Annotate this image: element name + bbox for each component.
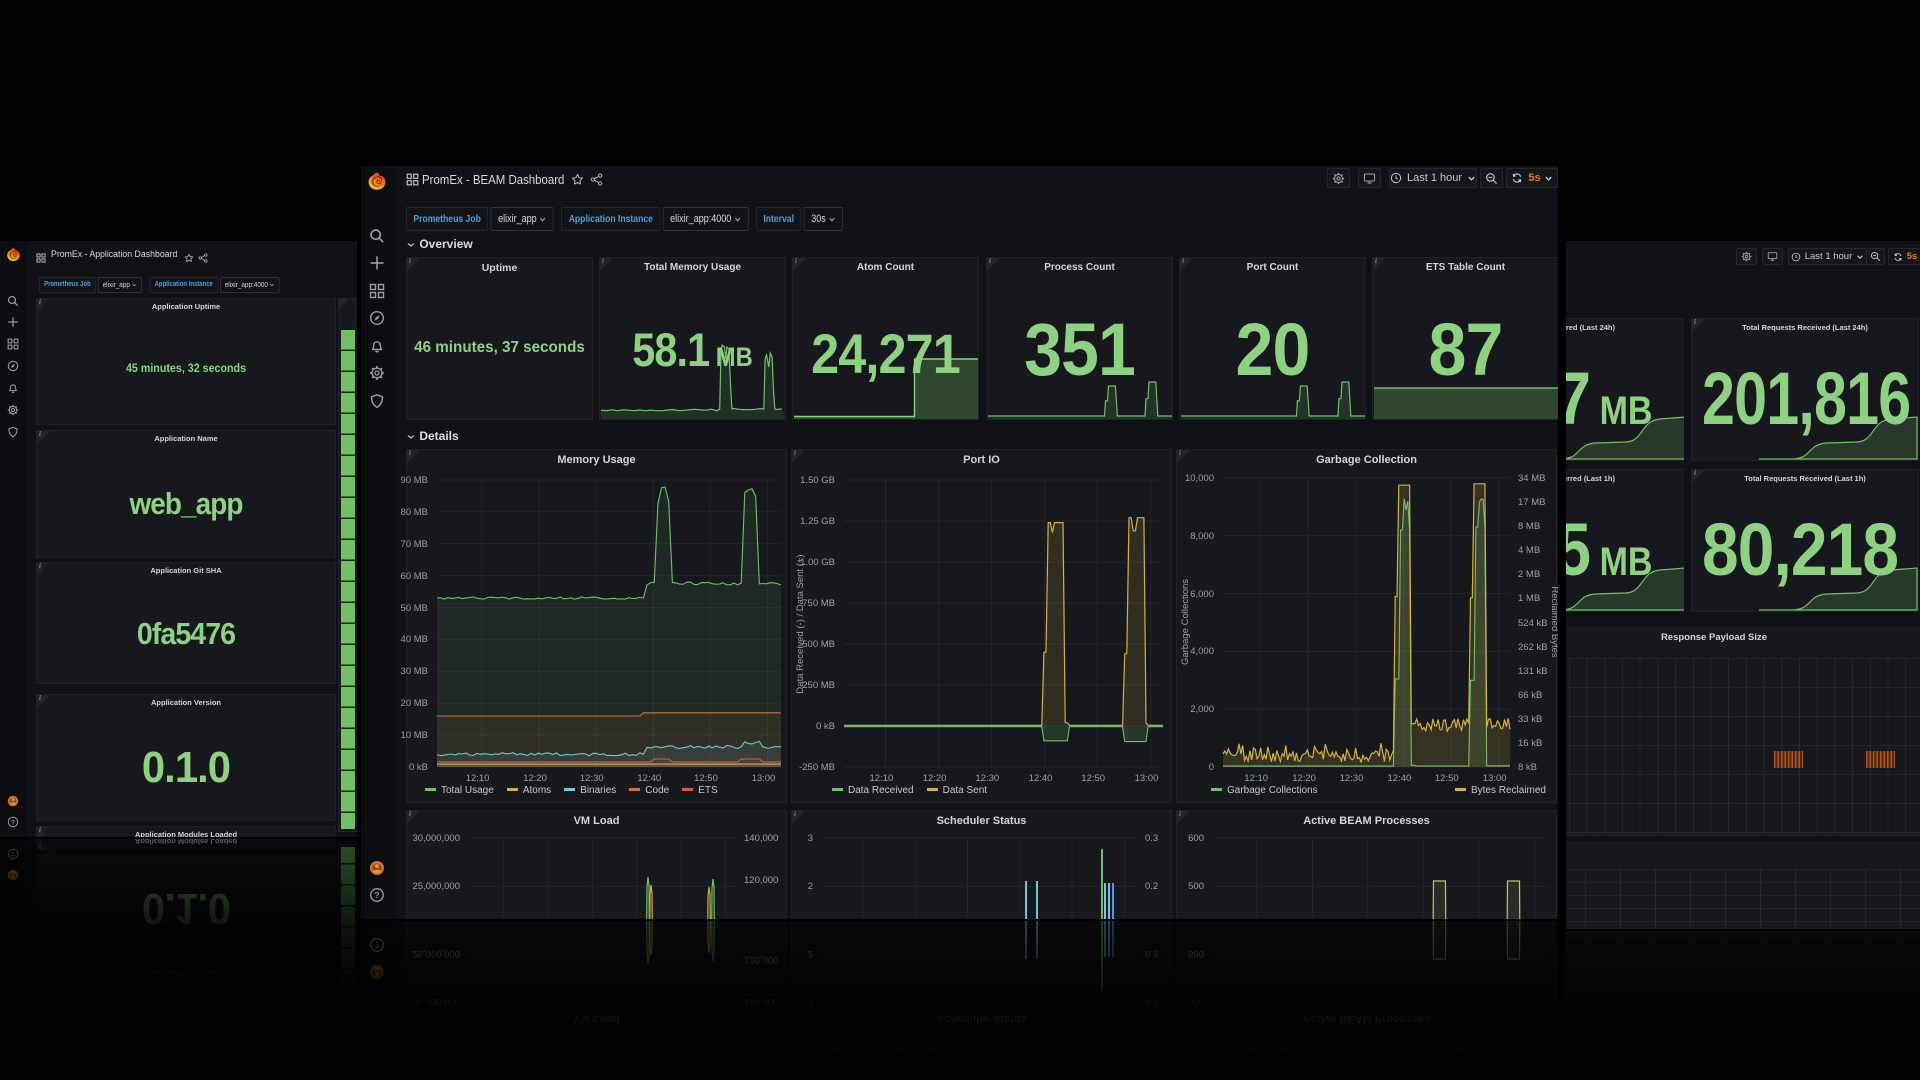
svg-text:?: ? <box>11 850 15 857</box>
svg-text:Garbage Collections: Garbage Collections <box>1180 579 1191 665</box>
svg-text:?: ? <box>374 940 379 950</box>
svg-text:?: ? <box>374 890 379 900</box>
svg-text:Reclaimed Bytes: Reclaimed Bytes <box>1549 586 1560 658</box>
svg-text:Data Received (-) / Data Sent: Data Received (-) / Data Sent (+) <box>795 554 806 693</box>
svg-text:?: ? <box>11 819 15 826</box>
